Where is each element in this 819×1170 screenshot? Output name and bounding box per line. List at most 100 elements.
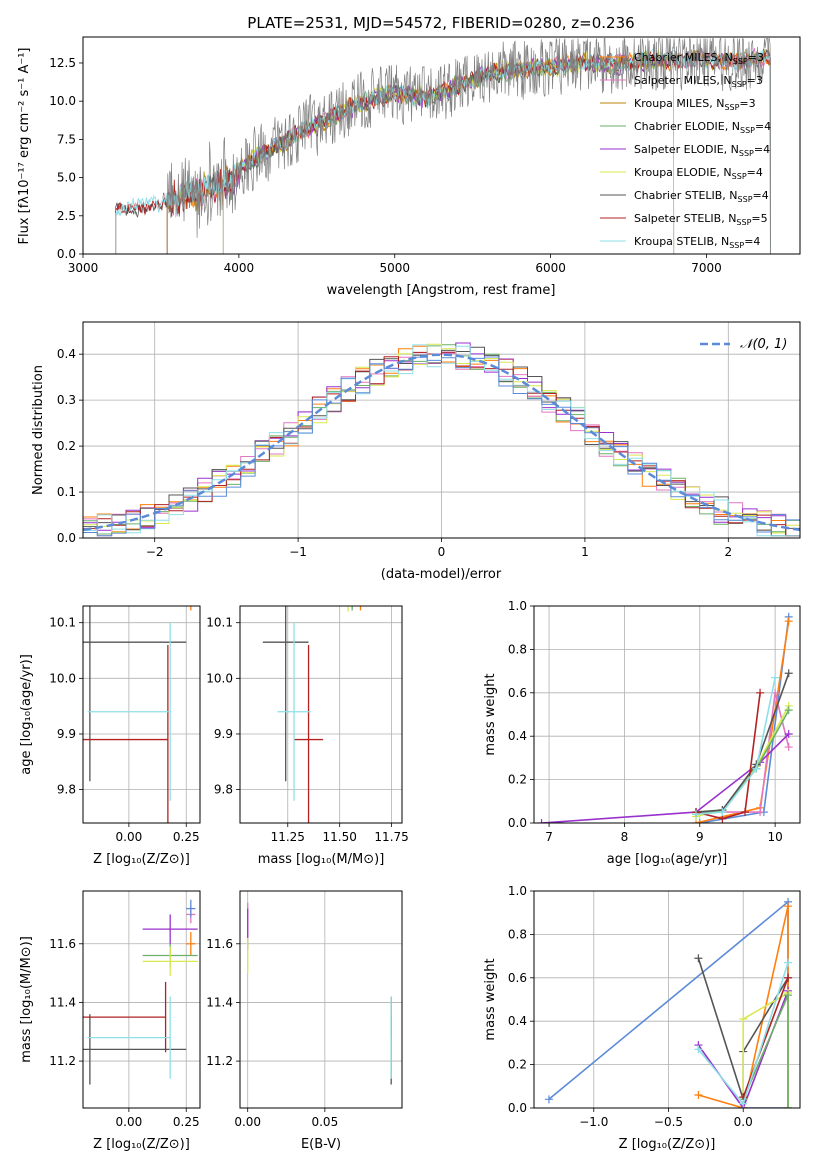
- point-marker: [694, 1045, 703, 1054]
- model-spectrum-line: [222, 52, 675, 255]
- axes-frame: [82, 605, 201, 824]
- ytick-label: 11.6: [49, 937, 76, 951]
- xtick-label: 8: [621, 830, 629, 844]
- data-marks: [544, 897, 793, 1108]
- point-marker: [694, 954, 703, 963]
- axes-frame: [239, 605, 403, 824]
- gaussian-legend-label: 𝒩(0, 1): [740, 337, 787, 352]
- panel-7: −1.0 −0.5 0.0 0.0 0.2 0.4 0.6 0.8 1.0 Z [log₁₀(Z/…: [483, 884, 801, 1152]
- ytick-label: 0.8: [508, 927, 527, 941]
- histogram-legend: 𝒩(0, 1): [700, 337, 787, 352]
- data-spectrum-line: [166, 37, 771, 255]
- spectrum-ytick-label: 12.5: [49, 56, 76, 70]
- panel-3: 11.25 11.50 11.75 9.8 9.9 10.0 10.1 mass [log₁₀…: [206, 605, 409, 867]
- point-marker: [784, 669, 793, 678]
- point-marker: [784, 730, 793, 739]
- x-axis-label: age [log₁₀(age/yr)]: [607, 852, 728, 867]
- spectrum-ylabel: Flux [fλ10⁻¹⁷ erg cm⁻² s⁻¹ A⁻¹]: [17, 48, 32, 245]
- spectrum-ytick-label: 10.0: [49, 94, 76, 108]
- data-marks: [83, 606, 192, 823]
- xtick-label: 0.05: [311, 1115, 338, 1129]
- histogram-ytick-label: 0.2: [57, 439, 76, 453]
- legend-entry-label: Kroupa STELIB, NSSP=4: [634, 235, 760, 250]
- point-marker: [771, 673, 780, 682]
- histogram-ytick-label: 0.0: [57, 531, 76, 545]
- point-marker: [784, 991, 793, 1000]
- xtick-label: 0.25: [173, 1115, 200, 1129]
- spectrum-xtick-label: 5000: [379, 261, 410, 275]
- point-marker: [718, 808, 727, 817]
- xtick-label: 0.00: [116, 1115, 143, 1129]
- legend-entry-label: Chabrier ELODIE, NSSP=4: [634, 120, 771, 135]
- legend-entry-label: Salpeter ELODIE, NSSP=4: [634, 143, 770, 158]
- point-marker: [784, 1104, 793, 1108]
- panel-4: 7 8 9 10 0.0 0.2 0.4 0.6 0.8 1.0 age [log₁₀(age/yr…: [483, 599, 801, 867]
- spectrum-axes-frame: [82, 36, 801, 255]
- histogram-ytick-label: 0.1: [57, 485, 76, 499]
- axes-frame: [82, 890, 201, 1109]
- mass-weight-line: [541, 733, 790, 823]
- xtick-label: 11.25: [271, 830, 305, 844]
- data-marks: [537, 612, 793, 823]
- xtick-label: 11.75: [374, 830, 408, 844]
- mass-weight-line: [742, 977, 789, 1098]
- x-axis-label: Z [log₁₀(Z/Z⊙)]: [93, 1137, 190, 1152]
- ytick-label: 9.8: [57, 783, 76, 797]
- histogram-xtick-label: 2: [724, 545, 732, 559]
- data-marks: [262, 606, 362, 823]
- ytick-label: 1.0: [508, 884, 527, 898]
- point-marker: [694, 1090, 703, 1099]
- y-axis-label: mass weight: [483, 958, 498, 1040]
- legend-entry-label: Kroupa ELODIE, NSSP=4: [634, 166, 763, 181]
- ytick-label: 0.4: [508, 729, 527, 743]
- ytick-label: 0.4: [508, 1014, 527, 1028]
- histogram-ytick-label: 0.4: [57, 347, 76, 361]
- ytick-label: 0.8: [508, 642, 527, 656]
- histogram-step-line: [83, 344, 800, 537]
- point-marker: [537, 819, 546, 823]
- spectrum-xtick-label: 3000: [68, 261, 99, 275]
- ytick-label: 0.6: [508, 971, 527, 985]
- ytick-label: 0.2: [508, 773, 527, 787]
- spectrum-xtick-label: 4000: [224, 261, 255, 275]
- ytick-label: 9.9: [57, 727, 76, 741]
- ytick-label: 11.2: [206, 1054, 233, 1068]
- xtick-label: 11.50: [323, 830, 357, 844]
- spectrum-legend: Chabrier MILES, NSSP=3 Salpeter MILES, NS…: [600, 51, 771, 250]
- point-marker: [739, 1015, 748, 1024]
- point-marker: [756, 688, 765, 697]
- xtick-label: 0.00: [234, 1115, 261, 1129]
- ytick-label: 10.0: [206, 671, 233, 685]
- point-marker: [784, 958, 793, 967]
- histogram-step-line: [83, 351, 800, 537]
- spectrum-ytick-label: 5.0: [57, 171, 76, 185]
- ytick-label: 11.4: [49, 995, 76, 1009]
- legend-entry-label: Chabrier STELIB, NSSP=4: [634, 189, 769, 204]
- panel-6: 0.00 0.05 11.2 11.4 11.6 E(B-V): [206, 890, 403, 1152]
- spectrum-panel: PLATE=2531, MJD=54572, FIBERID=0280, z=0…: [17, 14, 801, 298]
- histogram-axes-frame: [82, 321, 801, 539]
- xtick-label: 0.0: [734, 1115, 753, 1129]
- histogram-step-line: [83, 346, 800, 537]
- spectrum-lines: [115, 37, 771, 255]
- legend-entry-label: Chabrier MILES, NSSP=3: [634, 51, 764, 66]
- x-axis-label: mass [log₁₀(M/M⊙)]: [258, 852, 385, 867]
- data-marks: [247, 902, 392, 1085]
- point-marker: [784, 973, 793, 982]
- data-marks: [83, 899, 198, 1085]
- histogram-ylabel: Normed distribution: [31, 365, 46, 495]
- ytick-label: 10.1: [206, 616, 233, 630]
- x-axis-label: Z [log₁₀(Z/Z⊙)]: [93, 852, 190, 867]
- y-axis-label: mass weight: [483, 673, 498, 755]
- ytick-label: 0.0: [508, 1101, 527, 1115]
- xtick-label: 0.25: [173, 830, 200, 844]
- histogram-xtick-label: −2: [146, 545, 164, 559]
- parameter-panels: 0.00 0.25 9.8 9.9 10.0 10.1 Z [log₁₀(Z/Z⊙)] age…: [19, 599, 801, 1152]
- xtick-label: −1.0: [579, 1115, 608, 1129]
- panel-5: 0.00 0.25 11.2 11.4 11.6 Z [log₁₀(Z/Z⊙)] mass …: [19, 890, 201, 1152]
- ytick-label: 9.8: [214, 783, 233, 797]
- histogram-step-line: [83, 356, 800, 537]
- ytick-label: 11.4: [206, 995, 233, 1009]
- point-marker: [784, 617, 793, 626]
- point-marker: [739, 1099, 748, 1108]
